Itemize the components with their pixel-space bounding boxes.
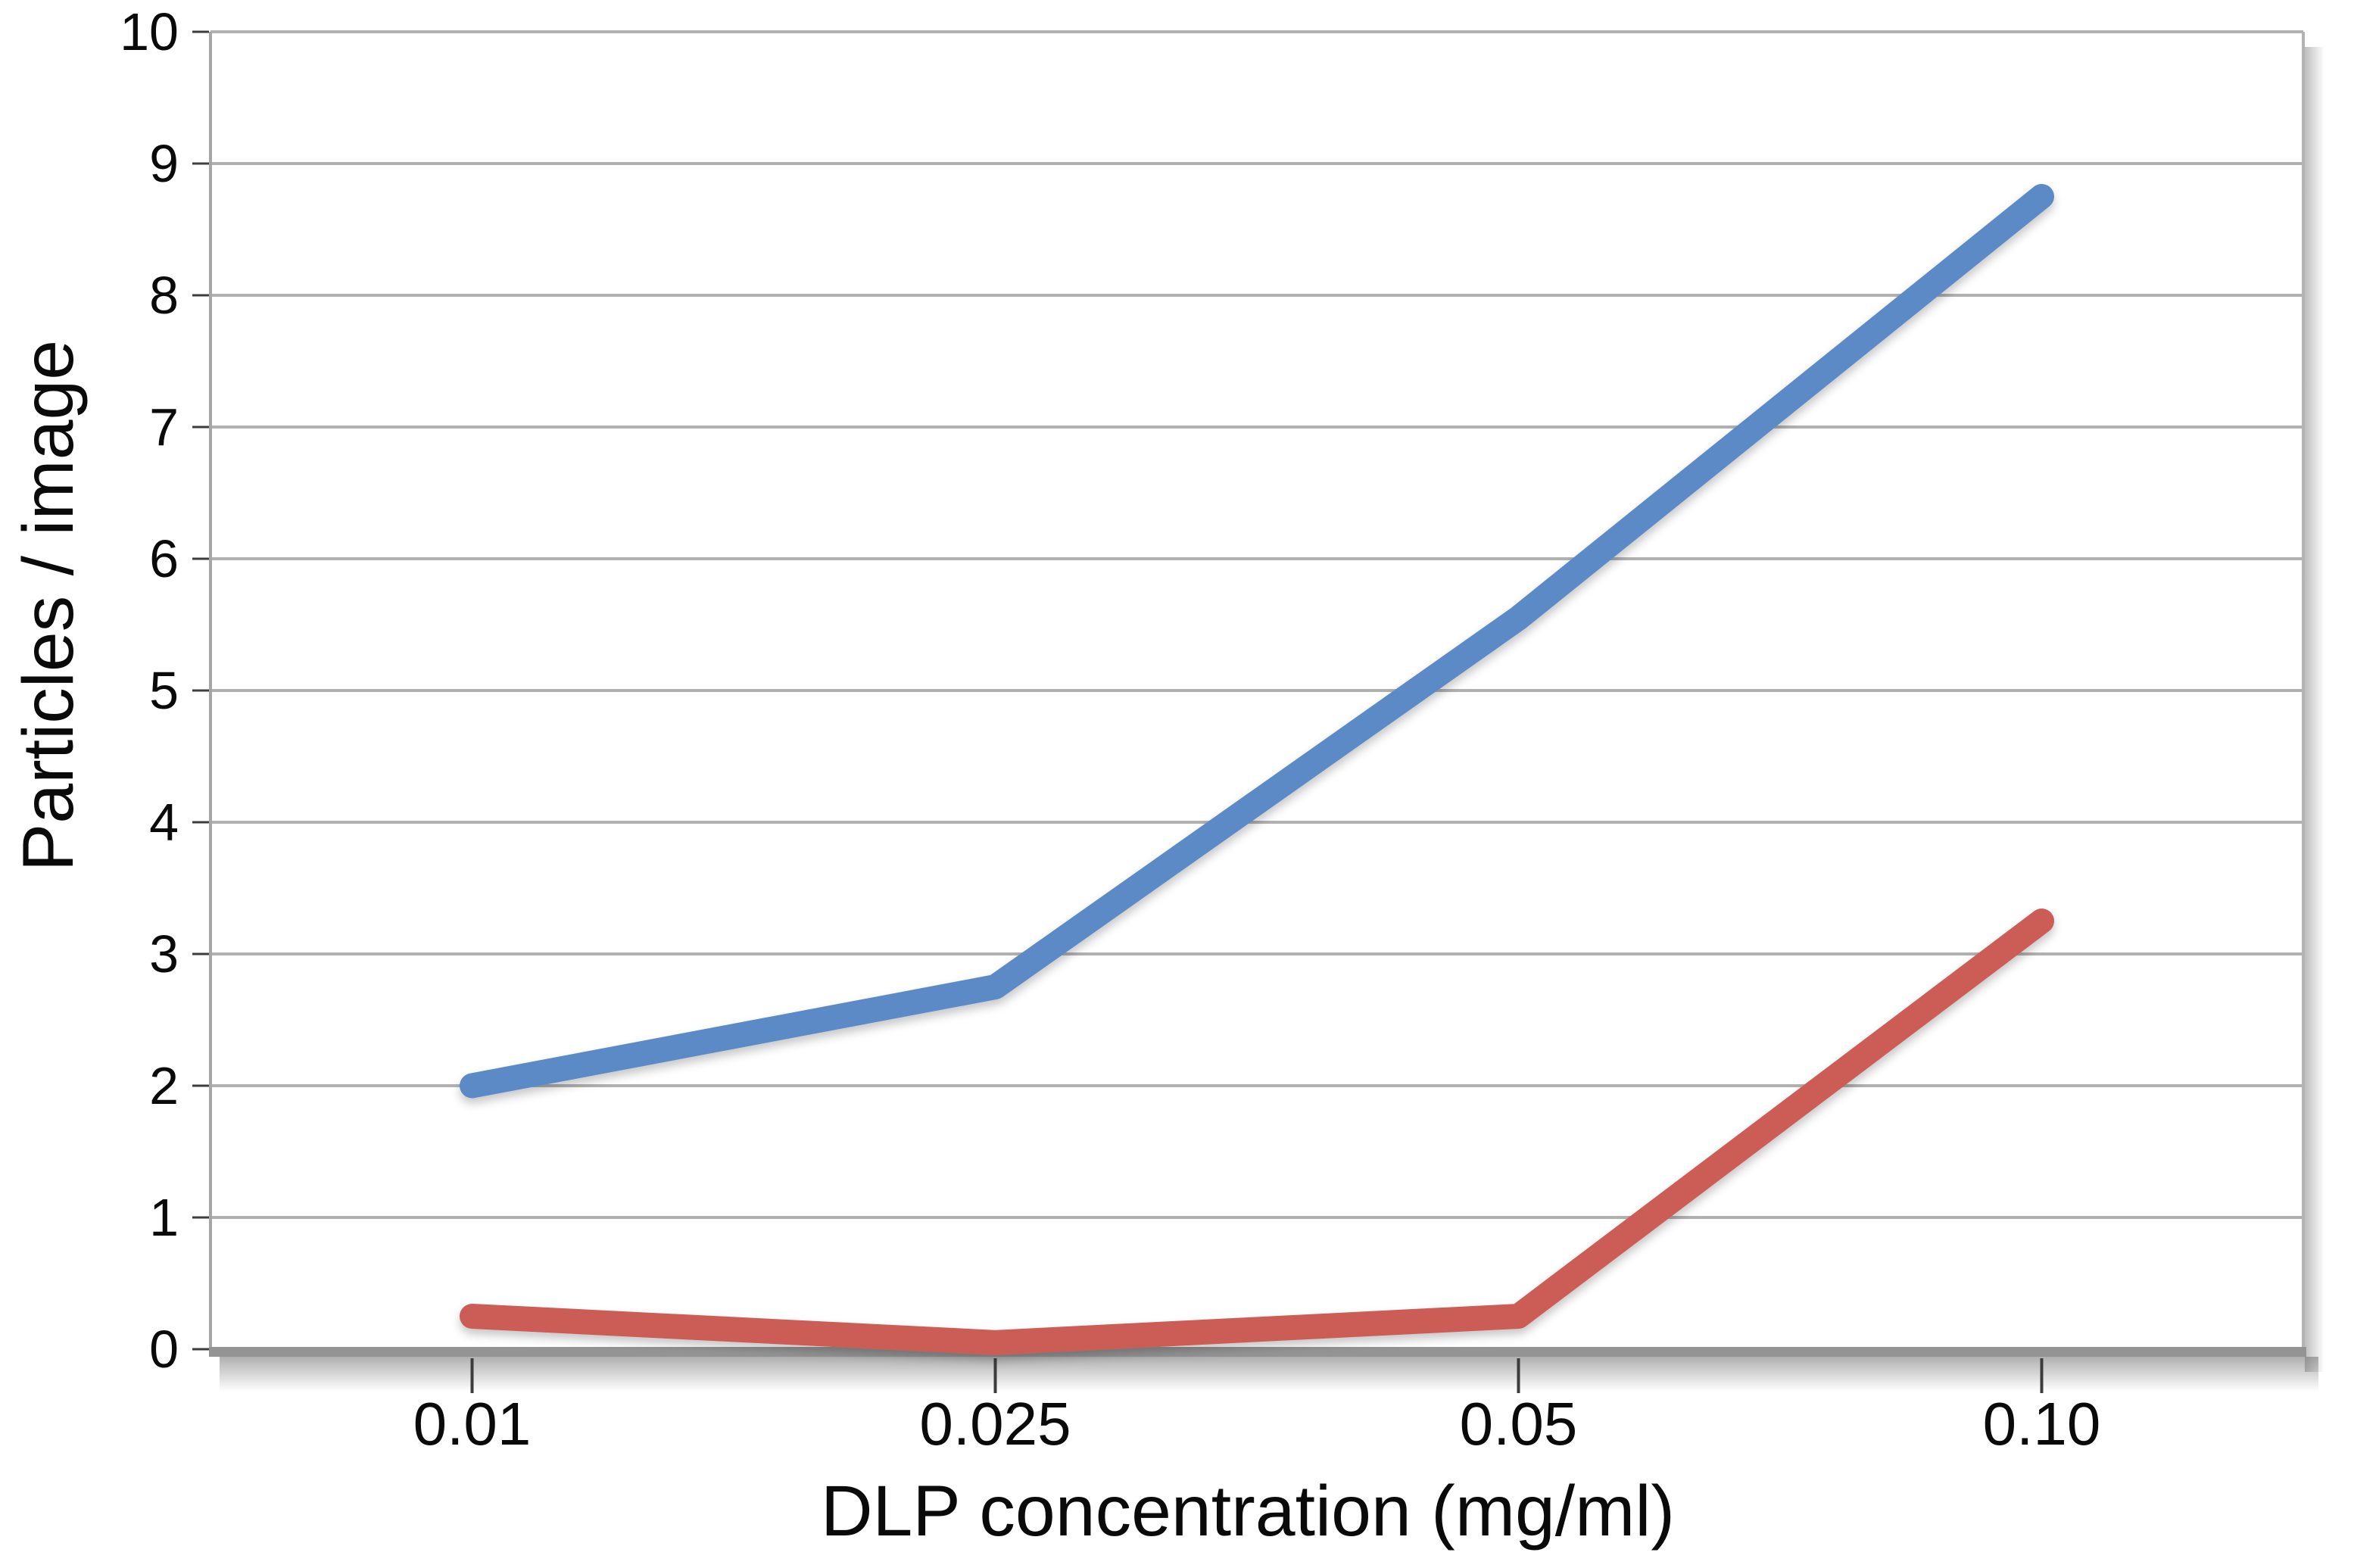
x-tick-label: 0.10 <box>1983 1390 2101 1457</box>
x-tick-labels: 0.01 0.025 0.05 0.10 <box>413 1390 2101 1457</box>
x-axis-title: DLP concentration (mg/ml) <box>821 1471 1675 1551</box>
y-tick-label: 1 <box>149 1188 179 1247</box>
x-tick-label: 0.01 <box>413 1390 532 1457</box>
x-tick-marks <box>470 1358 2044 1393</box>
x-tick-label: 0.025 <box>919 1390 1071 1457</box>
red-series-line <box>460 909 2054 1355</box>
y-tick-label: 7 <box>149 397 179 457</box>
y-tick-label: 5 <box>149 661 179 720</box>
gridlines <box>210 30 2303 1219</box>
series-lines <box>460 184 2054 1355</box>
y-tick-label: 3 <box>149 924 179 984</box>
x-tick-label: 0.05 <box>1460 1390 1578 1457</box>
y-tick-labels: 0 1 2 3 4 5 6 7 8 9 10 <box>120 2 179 1379</box>
y-tick-label: 9 <box>149 134 179 193</box>
y-tick-label: 4 <box>149 793 179 852</box>
y-tick-label: 8 <box>149 266 179 325</box>
y-tick-marks <box>192 30 209 1351</box>
x-axis-line <box>209 1347 2306 1357</box>
y-tick-label: 6 <box>149 529 179 588</box>
y-tick-label: 10 <box>120 2 179 61</box>
y-tick-label: 0 <box>149 1320 179 1379</box>
plot-shadow-right <box>2305 47 2324 1372</box>
blue-series-line <box>460 184 2054 1099</box>
y-axis-title: Particles / image <box>8 340 89 871</box>
plot-shadow-bottom <box>220 1357 2318 1392</box>
y-tick-label: 2 <box>149 1056 179 1115</box>
